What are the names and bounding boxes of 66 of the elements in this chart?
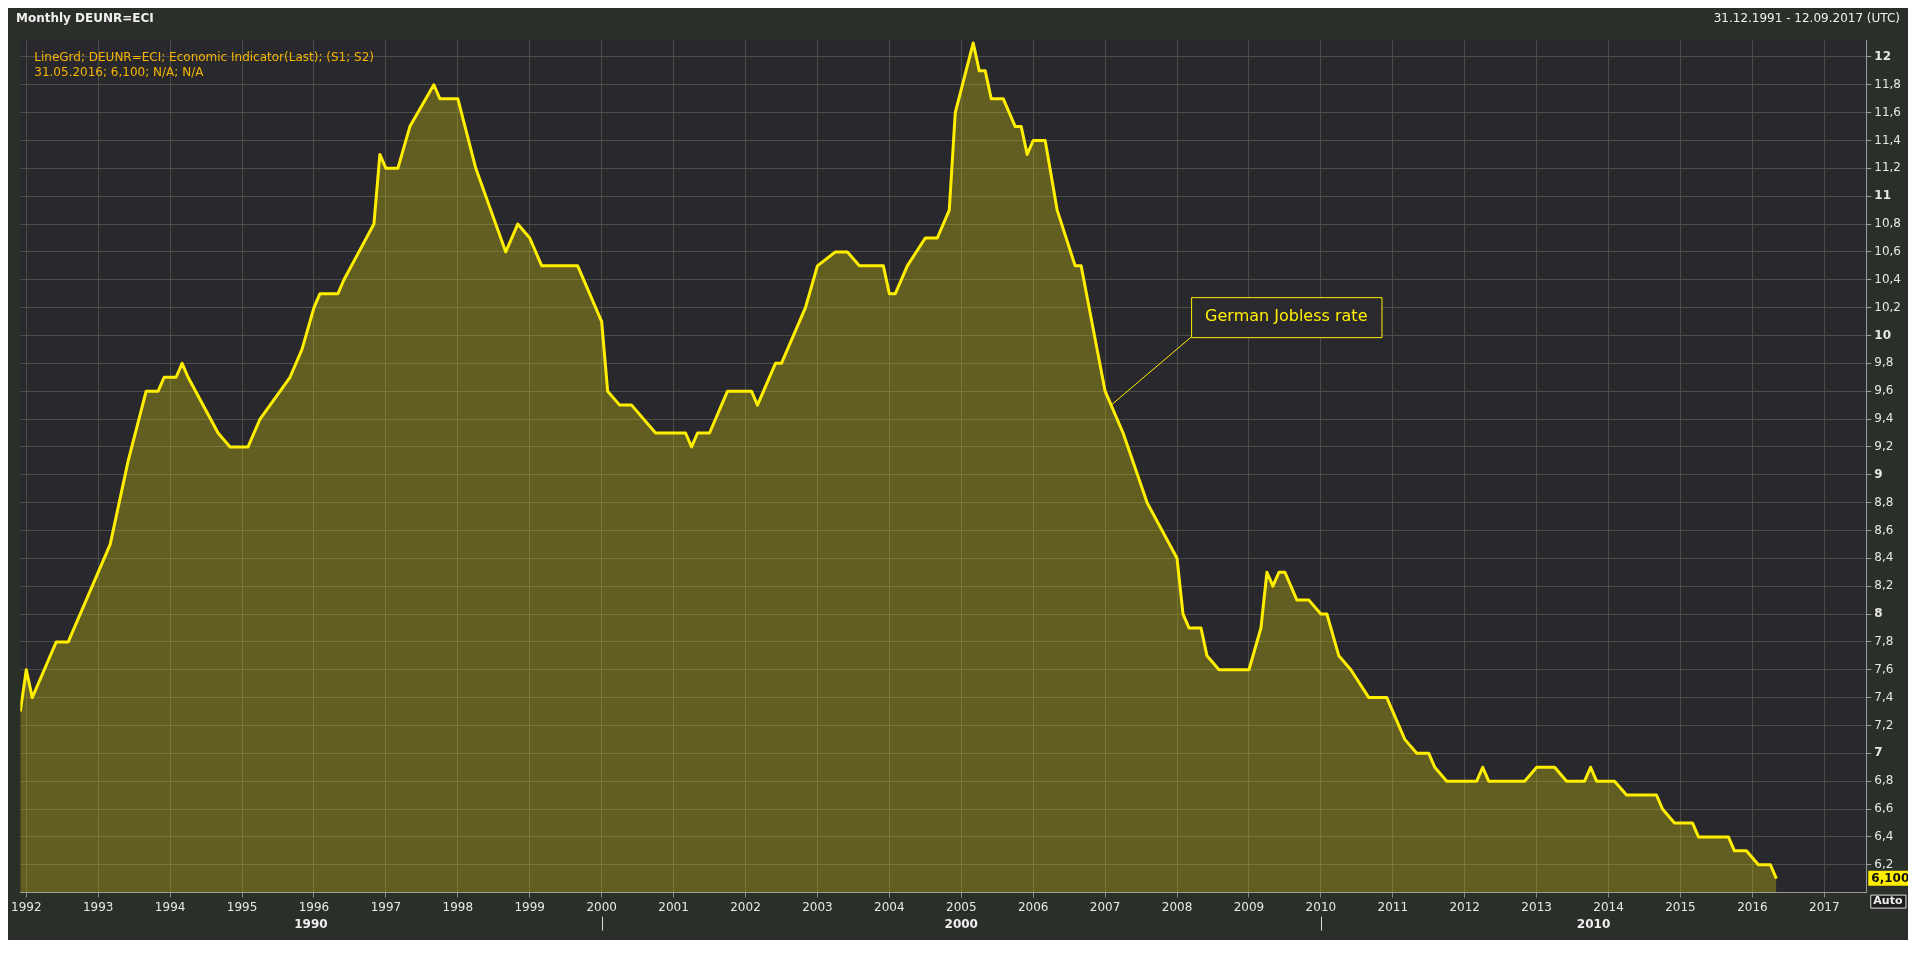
y-tick-label: 12	[1874, 49, 1891, 64]
x-tick-label: 1997	[370, 899, 402, 914]
y-tick-label: 6,6	[1874, 801, 1894, 816]
x-tick-label: 2000	[586, 899, 617, 914]
x-tick-label: 2009	[1233, 899, 1265, 914]
x-tick-label: 2011	[1377, 899, 1409, 914]
y-tick-label: 7,6	[1874, 661, 1894, 676]
x-tick-label: 2006	[1017, 899, 1049, 914]
x-tick-label: 1999	[514, 899, 546, 914]
x-tick-label: 2007	[1089, 899, 1121, 914]
x-tick-label: 2003	[802, 899, 833, 914]
chart-title: Monthly DEUNR=ECI	[16, 11, 154, 27]
x-tick-label: 1995	[226, 899, 258, 914]
annotation: LineGrd; DEUNR=ECI; Economic Indicator(Last); (S1; S2)	[34, 50, 375, 65]
y-tick-label: 11,6	[1874, 104, 1901, 119]
x-tick-label: 2004	[874, 899, 905, 914]
y-tick-label: 9	[1874, 466, 1883, 481]
x-tick-label: 1994	[154, 899, 186, 914]
y-tick-label: 10,6	[1874, 244, 1901, 259]
x-tick-label: 1992	[11, 899, 42, 914]
x-tick-label: 2017	[1809, 899, 1840, 914]
text: Auto	[1873, 894, 1903, 908]
x-tick-label: 2002	[730, 899, 761, 914]
chart-subtitle: 31.12.1991 - 12.09.2017 (UTC)	[1713, 11, 1900, 27]
x-tick-label: 2012	[1449, 899, 1480, 914]
x-tick-label: 1996	[298, 899, 330, 914]
text: 1990	[294, 916, 328, 931]
y-tick-label: 8,4	[1874, 550, 1894, 565]
x-tick-label: 1993	[82, 899, 114, 914]
y-tick-label: 10,8	[1874, 216, 1901, 231]
y-tick-label: 11,2	[1874, 160, 1901, 175]
x-tick-label: 2014	[1593, 899, 1624, 914]
annotation: German Jobless rate	[1205, 306, 1368, 326]
y-tick-label: 7,2	[1874, 717, 1894, 732]
y-tick-label: 8	[1874, 606, 1883, 621]
x-tick-label: 2010	[1305, 899, 1337, 914]
y-tick-label: 9,8	[1874, 355, 1894, 370]
x-tick-label: 2013	[1521, 899, 1552, 914]
x-tick-label: 2015	[1665, 899, 1696, 914]
y-tick-label: 9,4	[1874, 411, 1894, 426]
text: 2000	[944, 916, 978, 931]
x-tick-label: 1998	[442, 899, 474, 914]
text: 6,100	[1871, 870, 1910, 885]
y-tick-label: 11	[1874, 188, 1891, 203]
x-tick-label: 2001	[658, 899, 689, 914]
y-tick-label: 10,4	[1874, 271, 1901, 286]
y-tick-label: 6,8	[1874, 773, 1894, 788]
y-tick-label: 9,2	[1874, 439, 1894, 454]
y-tick-label: 8,6	[1874, 522, 1894, 537]
y-tick-label: 10	[1874, 327, 1891, 342]
y-tick-label: 6,2	[1874, 856, 1894, 871]
y-tick-label: 7	[1874, 745, 1883, 760]
text: 2010	[1576, 916, 1611, 931]
annotation: 31.05.2016; 6,100; N/A; N/A	[34, 65, 205, 80]
y-tick-label: 9,6	[1874, 383, 1894, 398]
x-tick-label: 2016	[1737, 899, 1768, 914]
x-tick-label: 2008	[1161, 899, 1193, 914]
y-tick-label: 10,2	[1874, 299, 1901, 314]
y-tick-label: 6,4	[1874, 829, 1894, 844]
y-tick-label: 8,8	[1874, 494, 1894, 509]
y-tick-label: 8,2	[1874, 578, 1894, 593]
y-tick-label: 11,4	[1874, 132, 1901, 147]
x-tick-label: 2005	[945, 899, 977, 914]
y-tick-label: 7,4	[1874, 689, 1894, 704]
y-tick-label: 11,8	[1874, 76, 1901, 91]
y-tick-label: 7,8	[1874, 634, 1894, 649]
